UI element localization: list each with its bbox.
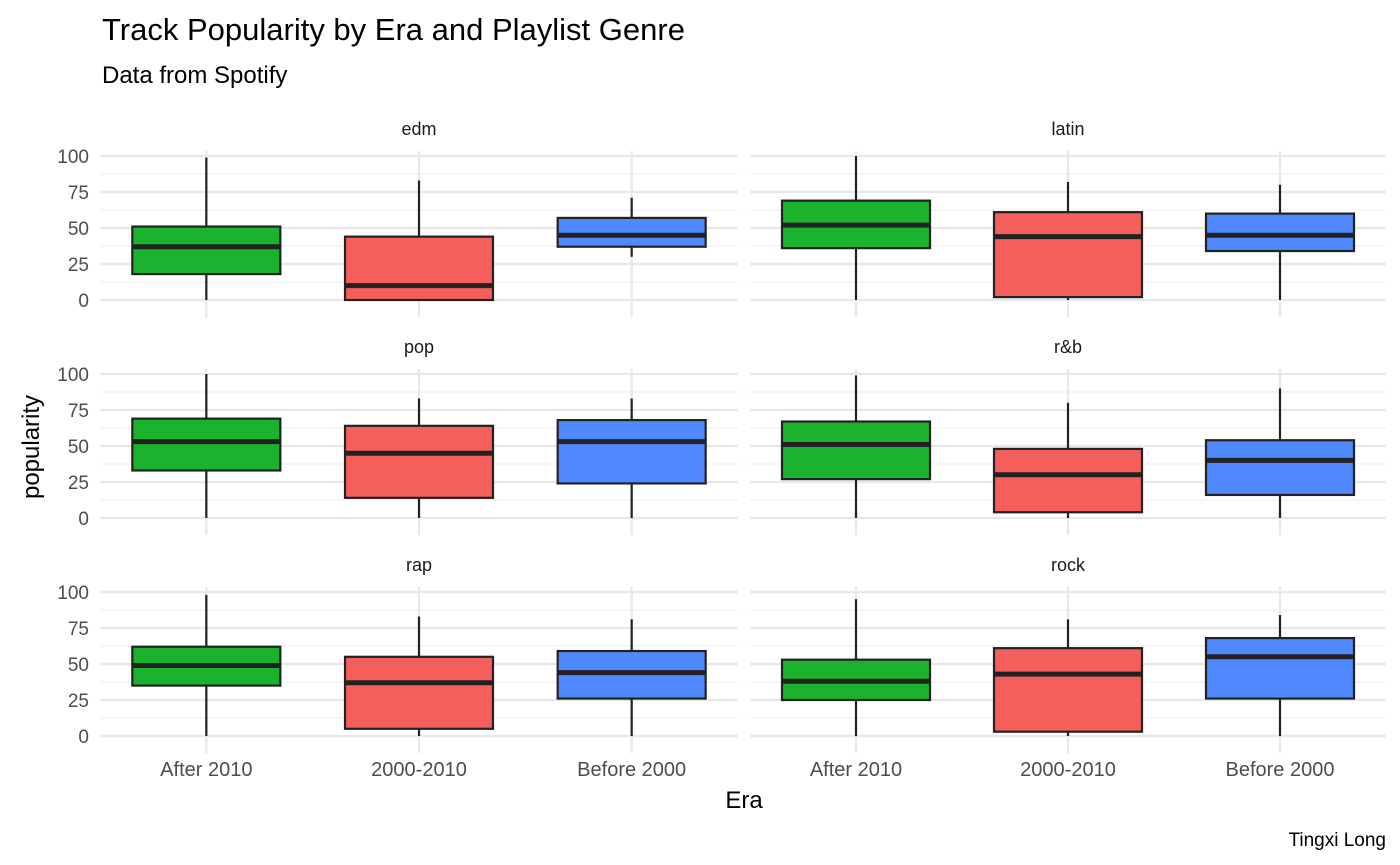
box-body: [131, 417, 282, 472]
chart-title: Track Popularity by Era and Playlist Gen…: [102, 12, 685, 47]
facet-label: pop: [404, 337, 434, 357]
facet-rock: rock After 2010 2000-2010 Before 2000: [750, 555, 1386, 781]
box-before-2000: [1204, 184, 1356, 300]
y-axis-label: popularity: [18, 395, 45, 499]
x-axis-label: Era: [725, 787, 763, 814]
box-2000-2010: [343, 180, 495, 302]
facet-edm: edm 0 25 50 75 100: [57, 119, 738, 317]
box-body: [992, 647, 1144, 733]
facet-label: edm: [401, 119, 436, 139]
chart-subtitle: Data from Spotify: [102, 62, 287, 89]
box-after-2010: [131, 594, 282, 736]
box-body: [1204, 439, 1356, 497]
box-body: [992, 447, 1144, 514]
y-tick-label: 100: [57, 147, 89, 168]
box-body: [343, 424, 495, 499]
y-tick-label: 75: [68, 401, 89, 422]
box-2000-2010: [343, 398, 495, 518]
box-body: [1204, 212, 1356, 253]
box-after-2010: [131, 374, 282, 518]
facet-label: latin: [1051, 119, 1084, 139]
x-tick-label: Before 2000: [1226, 759, 1335, 781]
x-tick-label: Before 2000: [577, 759, 686, 781]
x-tick-label: 2000-2010: [1020, 759, 1116, 781]
box-after-2010: [780, 375, 932, 518]
box-before-2000: [556, 197, 707, 257]
box-2000-2010: [992, 619, 1144, 736]
box-body: [1204, 636, 1356, 700]
y-tick-label: 0: [78, 509, 89, 530]
facet-panels: edm 0 25 50 75 100 latin pop 0 25 50 75 100 r&b rap 0 25…: [57, 119, 1386, 781]
y-tick-label: 100: [57, 365, 89, 386]
box-after-2010: [780, 599, 932, 736]
y-tick-label: 50: [68, 655, 89, 676]
box-before-2000: [1204, 388, 1356, 518]
facet-pop: pop 0 25 50 75 100: [57, 337, 738, 535]
x-tick-label: After 2010: [160, 759, 252, 781]
facet-rb: r&b: [750, 337, 1386, 535]
y-tick-label: 100: [57, 583, 89, 604]
box-after-2010: [780, 156, 932, 300]
box-body: [556, 418, 707, 485]
box-body: [343, 655, 495, 730]
box-before-2000: [1204, 615, 1356, 736]
facet-label: rap: [406, 555, 432, 575]
y-tick-label: 25: [68, 691, 89, 712]
box-before-2000: [556, 619, 707, 736]
x-tick-label: 2000-2010: [371, 759, 467, 781]
box-after-2010: [131, 157, 282, 300]
box-2000-2010: [992, 181, 1144, 300]
y-tick-label: 50: [68, 219, 89, 240]
box-body: [556, 216, 707, 248]
box-2000-2010: [343, 616, 495, 736]
box-body: [780, 420, 932, 481]
facet-rap: rap 0 25 50 75 100 After 2010 2000-2010 Before 2…: [57, 555, 738, 781]
y-tick-label: 75: [68, 183, 89, 204]
y-tick-label: 75: [68, 619, 89, 640]
y-tick-label: 25: [68, 255, 89, 276]
y-tick-label: 0: [78, 291, 89, 312]
box-2000-2010: [992, 402, 1144, 518]
box-body: [343, 235, 495, 302]
x-tick-label: After 2010: [810, 759, 902, 781]
facet-label: rock: [1051, 555, 1086, 575]
box-body: [992, 211, 1144, 299]
caption: Tingxi Long: [1288, 830, 1386, 851]
y-tick-label: 25: [68, 473, 89, 494]
box-before-2000: [556, 398, 707, 518]
facet-label: r&b: [1054, 337, 1082, 357]
y-tick-label: 0: [78, 727, 89, 748]
facet-latin: latin: [750, 119, 1386, 317]
y-tick-label: 50: [68, 437, 89, 458]
box-body: [131, 225, 282, 276]
